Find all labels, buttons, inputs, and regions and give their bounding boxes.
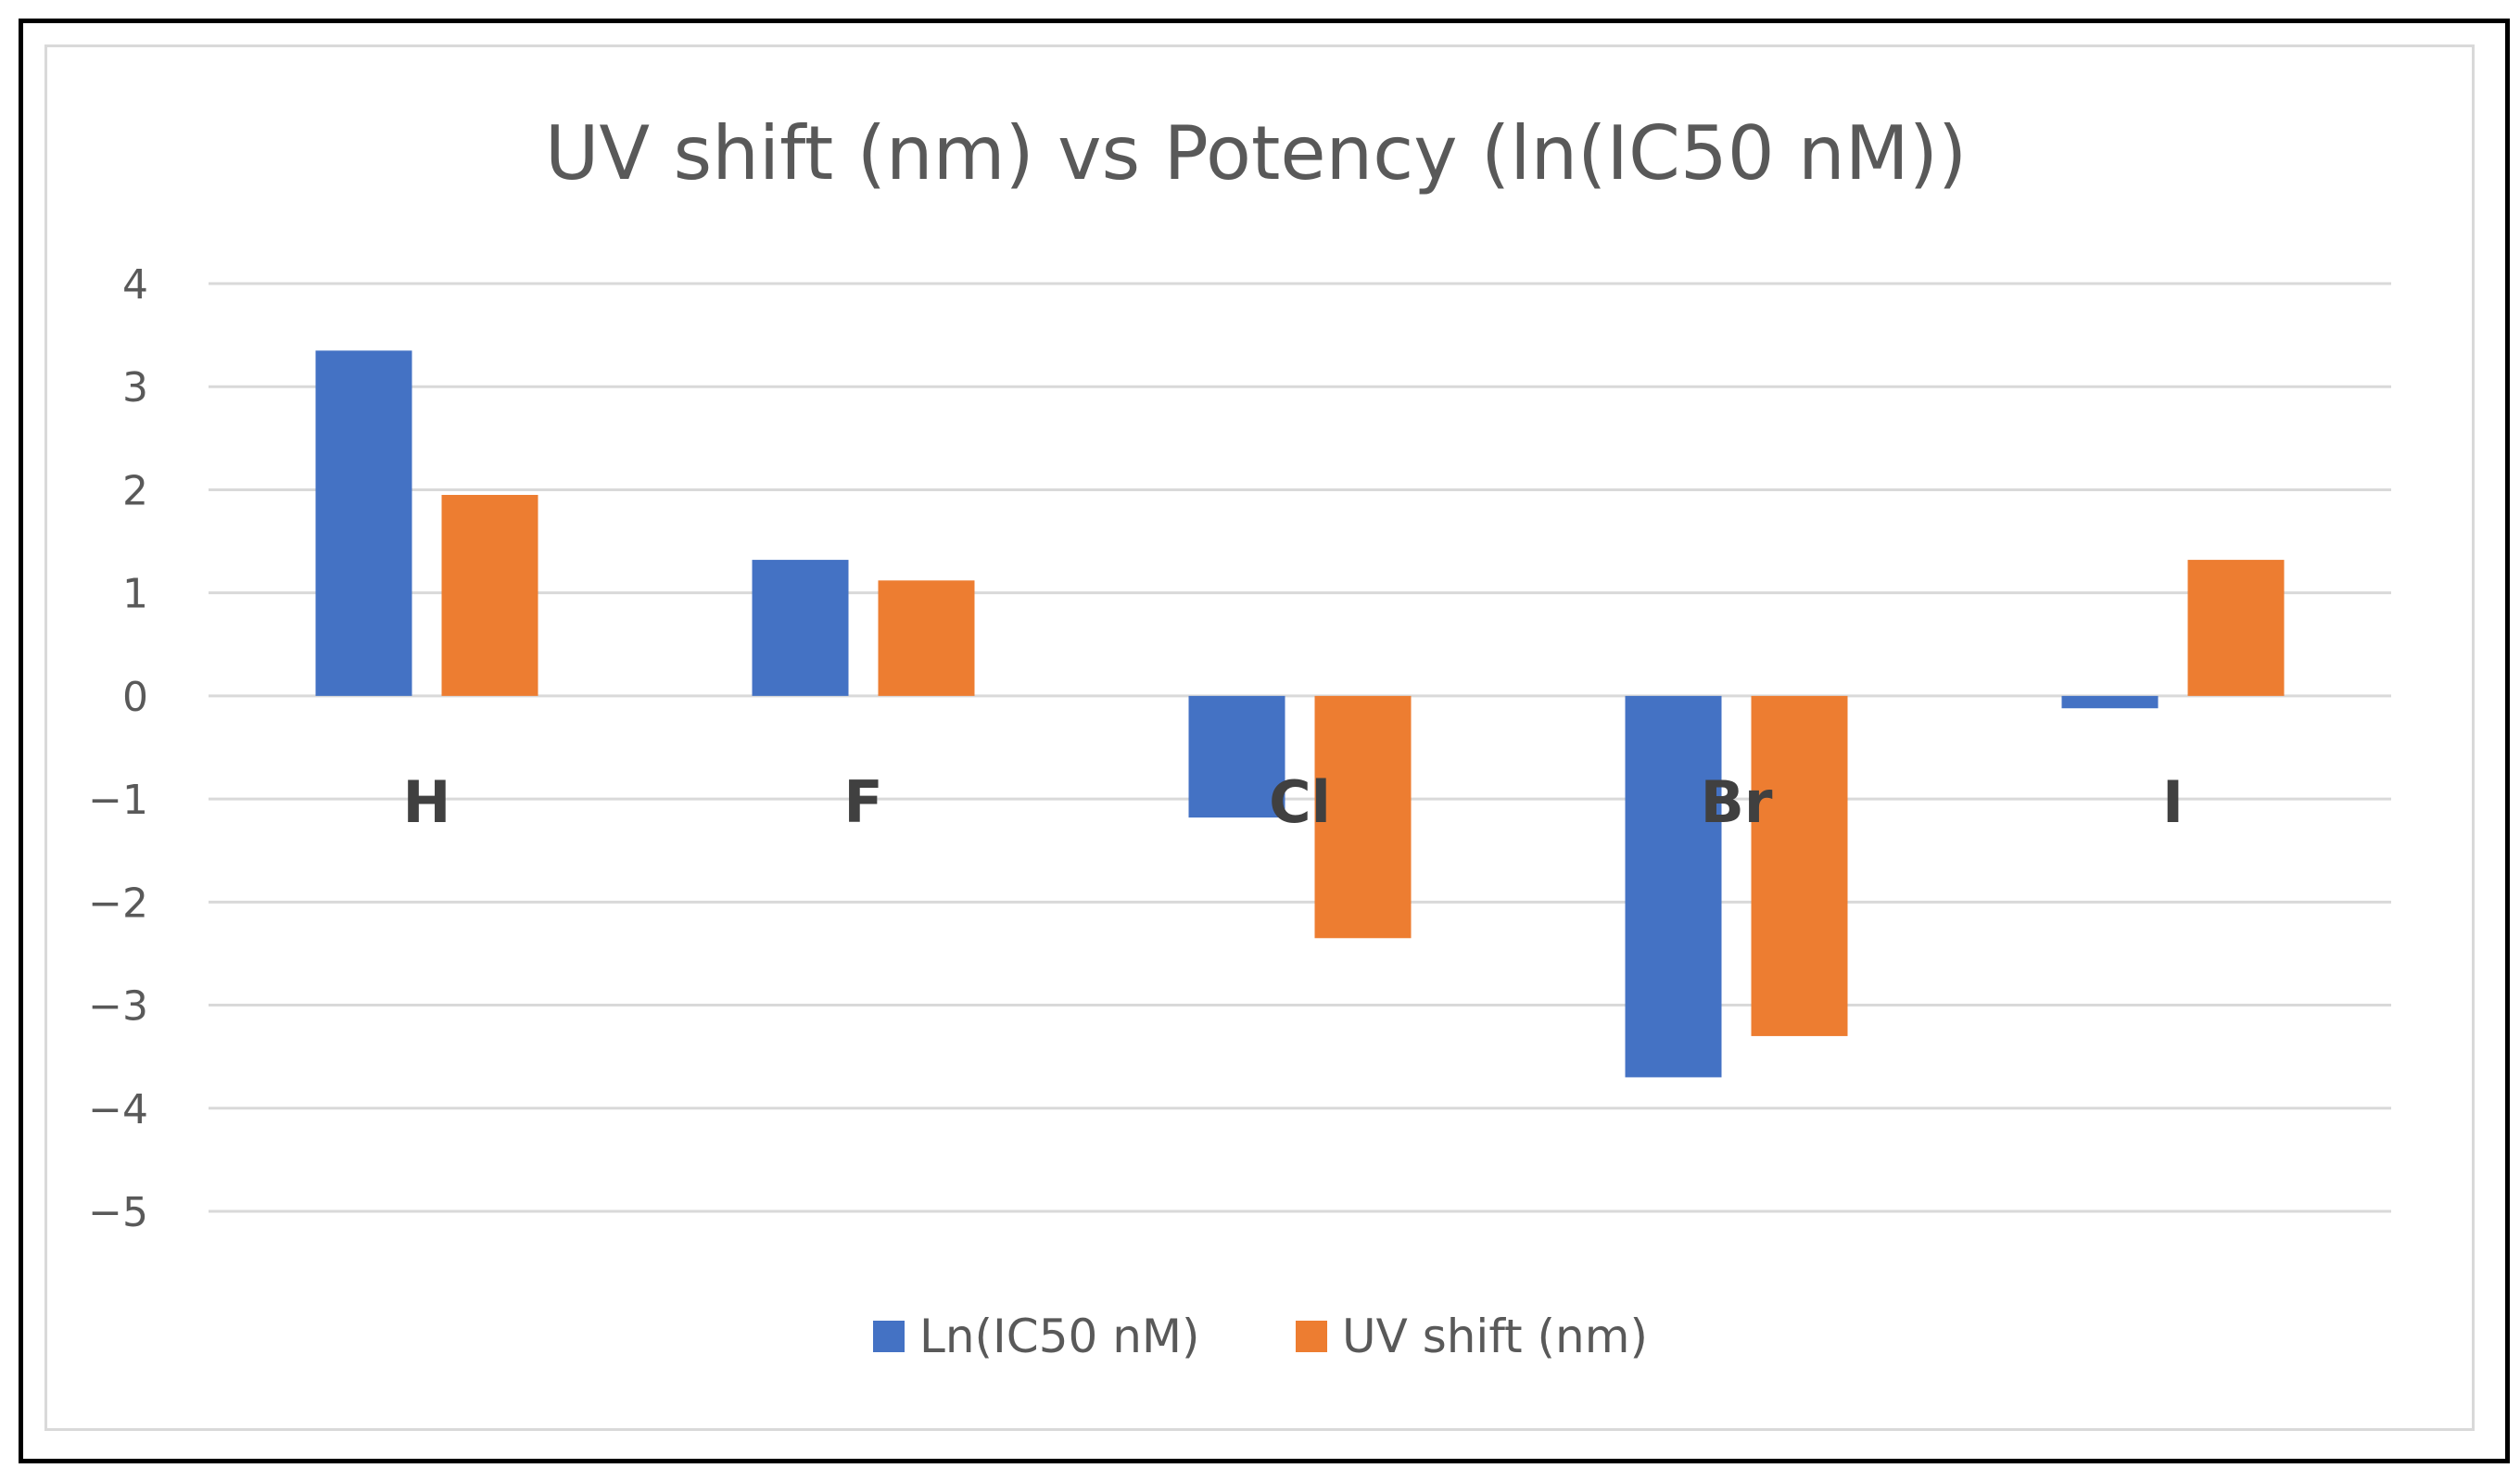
legend-label-1: Ln(IC50 nM) (919, 1310, 1200, 1363)
chart-title: UV shift (nm) vs Potency (ln(IC50 nM)) (545, 110, 1967, 196)
bar-f-series-1 (752, 560, 849, 696)
y-tick-label: −2 (88, 880, 148, 927)
y-axis-ticks: 4 3 2 1 0 −1 −2 −3 −4 −5 (88, 261, 148, 1236)
bar-i-series-1 (2061, 695, 2159, 709)
y-tick-label: 0 (122, 674, 148, 721)
bar-cl-series-1 (1188, 695, 1285, 818)
y-tick-label: −3 (88, 983, 148, 1031)
legend-label-2: UV shift (nm) (1342, 1310, 1648, 1363)
bar-br-series-1 (1625, 695, 1722, 1078)
bar-h-series-1 (315, 350, 412, 696)
y-tick-label: 3 (122, 364, 148, 411)
bars (315, 350, 2285, 1078)
y-tick-label: 2 (122, 467, 148, 514)
y-tick-label: 1 (122, 571, 148, 618)
category-label-i: I (2162, 768, 2184, 836)
bar-f-series-2 (878, 580, 975, 696)
bar-i-series-2 (2187, 560, 2285, 696)
gridlines (209, 282, 2391, 1213)
bar-cl-series-2 (1314, 695, 1412, 939)
y-tick-label: −1 (88, 777, 148, 824)
bar-h-series-2 (441, 495, 538, 696)
legend-swatch-2 (1296, 1321, 1327, 1352)
legend: Ln(IC50 nM) UV shift (nm) (873, 1310, 1648, 1363)
category-label-br: Br (1701, 768, 1773, 836)
category-labels: H F Cl Br I (403, 768, 2184, 836)
category-label-f: F (843, 768, 882, 836)
bar-br-series-2 (1751, 695, 1848, 1036)
y-tick-label: 4 (122, 261, 148, 309)
y-tick-label: −4 (88, 1086, 148, 1133)
legend-swatch-1 (873, 1321, 905, 1352)
category-label-h: H (403, 768, 451, 836)
y-tick-label: −5 (88, 1189, 148, 1236)
category-label-cl: Cl (1269, 768, 1331, 836)
